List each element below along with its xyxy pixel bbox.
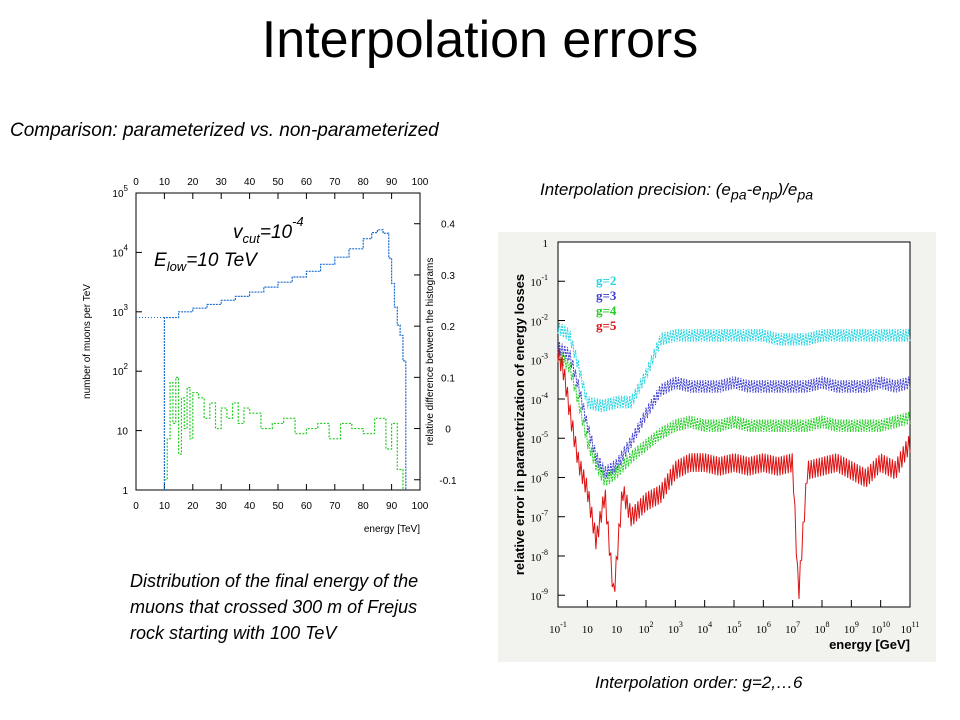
x-tick-label: 104 bbox=[697, 620, 712, 636]
y2-tick-label: -0.1 bbox=[439, 476, 457, 487]
x-tick-label: 107 bbox=[785, 620, 800, 636]
x-tick-label: 0 bbox=[133, 501, 139, 512]
x-top-tick-label: 30 bbox=[216, 177, 228, 188]
right-figure-heading: Interpolation precision: (epa-enp)/epa bbox=[540, 180, 813, 203]
x-tick-label: 80 bbox=[358, 501, 370, 512]
y-axis-label: relative error in parametrization of ene… bbox=[512, 274, 527, 575]
heading-part: Interpolation precision: (e bbox=[540, 180, 731, 199]
x-tick-label: 100 bbox=[412, 501, 429, 512]
y2-tick-label: 0.4 bbox=[441, 220, 455, 231]
x-top-tick-label: 60 bbox=[301, 177, 313, 188]
x-tick-label: 10 bbox=[159, 501, 171, 512]
y-tick-label: 10-4 bbox=[530, 391, 548, 407]
x-tick-label: 1010 bbox=[871, 620, 890, 636]
y-tick-label: 10-5 bbox=[530, 430, 548, 446]
x-tick-label: 10 bbox=[582, 624, 594, 636]
heading-part: )/e bbox=[777, 180, 798, 199]
y-tick-label: 10-9 bbox=[530, 587, 548, 603]
y-tick-label: 1 bbox=[122, 486, 128, 497]
heading-sub: pa bbox=[797, 187, 814, 204]
vcut-annotation: vcut=10-4 bbox=[233, 214, 304, 246]
x-tick-label: 106 bbox=[756, 620, 771, 636]
x-top-tick-label: 0 bbox=[133, 177, 139, 188]
error-series-g=3 bbox=[557, 341, 911, 478]
x-tick-label: 60 bbox=[301, 501, 313, 512]
x-top-tick-label: 90 bbox=[386, 177, 398, 188]
y-tick-label: 10-2 bbox=[530, 312, 548, 328]
y2-tick-label: 0.2 bbox=[441, 322, 455, 333]
x-axis-label: energy [TeV] bbox=[364, 524, 420, 535]
elow-annotation: Elow=10 TeV bbox=[154, 250, 259, 274]
x-tick-label: 10 bbox=[611, 624, 623, 636]
x-top-tick-label: 20 bbox=[187, 177, 199, 188]
error-series-g=4 bbox=[557, 350, 911, 486]
muon-distribution-series bbox=[163, 229, 407, 490]
legend-item: g=5 bbox=[596, 318, 617, 333]
right-figure-footer: Interpolation order: g=2,…6 bbox=[595, 673, 803, 692]
x-top-tick-label: 40 bbox=[244, 177, 256, 188]
y-tick-label: 10-1 bbox=[530, 273, 548, 289]
heading-part: -e bbox=[746, 180, 762, 199]
y-tick-label: 105 bbox=[112, 184, 128, 200]
x-tick-label: 90 bbox=[386, 501, 398, 512]
x-tick-label: 20 bbox=[187, 501, 199, 512]
y2-tick-label: 0.1 bbox=[441, 373, 455, 384]
legend-item: g=2 bbox=[596, 273, 616, 288]
right-chart: 10-1 10 10 102 103 104 105 106 107 108 109 1010 1011… bbox=[498, 232, 936, 662]
heading-sub: np bbox=[761, 187, 778, 204]
y2-tick-label: 0.3 bbox=[441, 271, 455, 282]
x-tick-label: 103 bbox=[668, 620, 683, 636]
y-tick-label: 10-8 bbox=[530, 548, 548, 564]
heading-sub: pa bbox=[730, 187, 747, 204]
legend-item: g=3 bbox=[596, 288, 617, 303]
x-tick-label: 102 bbox=[639, 620, 654, 636]
error-series-g=5 bbox=[557, 347, 911, 600]
x-axis-label: energy [GeV] bbox=[829, 637, 910, 652]
y-tick-label: 10 bbox=[117, 427, 129, 438]
x-tick-label: 50 bbox=[272, 501, 284, 512]
legend-item: g=4 bbox=[596, 303, 617, 318]
slide-title: Interpolation errors bbox=[261, 11, 699, 69]
x-top-tick-label: 10 bbox=[159, 177, 171, 188]
error-series-g=2 bbox=[557, 322, 911, 413]
x-top-tick-label: 100 bbox=[412, 177, 429, 188]
slide-subtitle: Comparison: parameterized vs. non-parame… bbox=[10, 120, 439, 141]
x-tick-label: 70 bbox=[329, 501, 341, 512]
x-tick-label: 40 bbox=[244, 501, 256, 512]
x-tick-label: 109 bbox=[844, 620, 859, 636]
x-tick-label: 1011 bbox=[901, 620, 920, 636]
y-tick-label: 10-7 bbox=[530, 509, 548, 525]
x-tick-label: 10-1 bbox=[549, 620, 567, 636]
y-tick-label: 10-6 bbox=[530, 469, 548, 485]
relative-difference-series bbox=[164, 376, 404, 490]
y-axis-label: number of muons per TeV bbox=[82, 284, 93, 399]
x-top-tick-label: 50 bbox=[272, 177, 284, 188]
y-tick-label: 104 bbox=[112, 243, 128, 259]
y-tick-label: 10-3 bbox=[530, 352, 548, 368]
y2-axis-label: relative difference between the histogra… bbox=[425, 258, 436, 446]
x-tick-label: 30 bbox=[216, 501, 228, 512]
left-chart: 0010102020303040405050606070708080909010… bbox=[82, 177, 457, 535]
y-tick-label: 102 bbox=[112, 362, 128, 378]
x-tick-label: 105 bbox=[727, 620, 742, 636]
x-top-tick-label: 70 bbox=[329, 177, 341, 188]
x-top-tick-label: 80 bbox=[358, 177, 370, 188]
x-tick-label: 108 bbox=[815, 620, 830, 636]
y2-tick-label: 0 bbox=[445, 425, 451, 436]
y-tick-label: 1 bbox=[543, 238, 549, 250]
y-tick-label: 103 bbox=[112, 303, 128, 319]
left-figure-caption: Distribution of the final energy of the … bbox=[130, 571, 419, 643]
